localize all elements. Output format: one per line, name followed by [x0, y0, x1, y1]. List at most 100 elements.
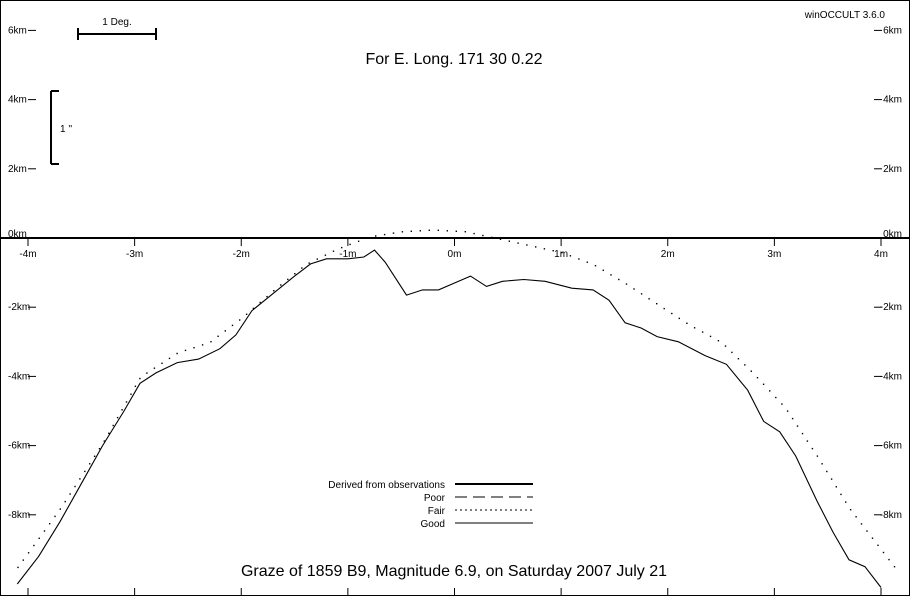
- y-tick-label-left: 2km: [8, 164, 27, 175]
- legend: Derived from observations Poor Fair Good: [328, 480, 533, 530]
- fair-dot: [446, 230, 448, 232]
- fair-dot: [830, 478, 833, 480]
- fair-dot: [602, 269, 604, 271]
- legend-label-fair: Fair: [428, 506, 446, 517]
- fair-dot: [357, 240, 360, 242]
- fair-dot: [835, 486, 837, 488]
- fair-dot: [594, 265, 597, 267]
- y-tick-label-right: -2km: [880, 302, 902, 313]
- fair-dot: [224, 330, 226, 332]
- x-tick-label: -3m: [126, 249, 143, 260]
- fair-dot: [121, 409, 123, 411]
- fair-dot: [349, 243, 351, 246]
- fair-dot: [535, 246, 537, 248]
- y-tick-label-left: 6km: [8, 25, 27, 36]
- fair-dot: [419, 230, 421, 232]
- fair-dot: [308, 262, 310, 264]
- fair-dot: [786, 410, 789, 412]
- fair-dot: [201, 344, 204, 346]
- y-tick-label-right: 4km: [883, 95, 902, 106]
- fair-dot: [640, 293, 643, 295]
- fair-dot: [134, 385, 137, 387]
- fair-dot: [112, 424, 114, 427]
- fair-dot: [686, 322, 688, 324]
- fair-dot: [280, 284, 282, 286]
- fair-dot: [231, 324, 234, 327]
- fair-dot: [578, 258, 580, 260]
- fair-dot: [877, 544, 879, 546]
- fair-dot: [130, 393, 132, 395]
- y-tick-label-left: -6km: [8, 441, 30, 452]
- fair-dot: [663, 307, 665, 310]
- fair-dot: [724, 345, 727, 347]
- legend-label-good: Good: [421, 519, 445, 530]
- legend-label-poor: Poor: [424, 493, 446, 504]
- y-tick-label-right: 6km: [883, 25, 902, 36]
- arcsec-scale-bar: [50, 90, 59, 165]
- fair-dot: [294, 273, 296, 275]
- x-tick-label: 0m: [448, 249, 462, 260]
- fair-dot: [239, 319, 241, 321]
- fair-dot: [193, 347, 195, 349]
- fair-dot: [499, 238, 502, 240]
- y-tick-label-left: 0km: [8, 229, 27, 240]
- fair-dot: [69, 493, 71, 495]
- fair-dot: [108, 432, 110, 434]
- fair-dot: [781, 403, 783, 405]
- fair-dot: [656, 303, 658, 305]
- fair-dot: [866, 530, 868, 532]
- fair-dot: [849, 509, 852, 511]
- fair-dot: [22, 559, 24, 561]
- axes-layer: -4m -3m -2m -1m 0m 1m 2m 3m 4m 6km 6km 4km 4km 2km 2km…: [0, 25, 910, 596]
- fair-dot: [893, 566, 896, 568]
- fair-dot: [64, 500, 66, 503]
- fair-dot: [791, 417, 794, 420]
- x-tick-label: -1m: [339, 249, 356, 260]
- fair-dot: [89, 463, 91, 465]
- fair-dot: [806, 440, 809, 442]
- fair-dot: [245, 313, 248, 315]
- fair-dot: [332, 250, 335, 252]
- fair-dot: [744, 364, 746, 366]
- fair-dot: [79, 478, 81, 480]
- arcsec-scale-label: 1 '': [60, 124, 72, 135]
- fair-dot: [98, 448, 101, 450]
- fair-dot: [217, 335, 219, 337]
- app-version: winOCCULT 3.6.0: [804, 10, 886, 21]
- fair-dot: [882, 551, 885, 554]
- fair-dot: [366, 237, 368, 239]
- fair-dot: [826, 470, 828, 473]
- fair-dot: [762, 383, 765, 385]
- legend-label-derived: Derived from observations: [328, 480, 445, 491]
- fair-dot: [410, 230, 412, 232]
- x-tick-label: -2m: [233, 249, 250, 260]
- fair-dot: [816, 455, 819, 457]
- fair-dot: [801, 432, 804, 435]
- fair-dot: [845, 501, 847, 503]
- fair-dot: [168, 357, 171, 360]
- fair-dot: [526, 244, 528, 246]
- x-tick-label: -4m: [19, 249, 36, 260]
- fair-dot: [737, 358, 740, 360]
- fair-dot: [383, 233, 386, 236]
- fair-dot: [324, 254, 327, 256]
- fair-dot: [569, 255, 572, 257]
- series-fair: [17, 229, 896, 569]
- fair-dot: [301, 267, 303, 269]
- x-tick-label: 3m: [767, 249, 781, 260]
- graze-footer: Graze of 1859 B9, Magnitude 6.9, on Satu…: [241, 563, 667, 580]
- fair-dot: [821, 463, 823, 465]
- fair-dot: [33, 544, 35, 547]
- y-tick-label-left: -2km: [8, 302, 30, 313]
- fair-dot: [146, 372, 148, 374]
- series-good-line: [16, 249, 882, 588]
- fair-dot: [473, 232, 475, 235]
- fair-dot: [401, 231, 404, 233]
- fair-dot: [717, 340, 720, 342]
- fair-dot: [259, 301, 261, 304]
- fair-dot: [796, 425, 799, 427]
- fair-dot: [586, 261, 588, 263]
- fair-dot: [769, 390, 771, 392]
